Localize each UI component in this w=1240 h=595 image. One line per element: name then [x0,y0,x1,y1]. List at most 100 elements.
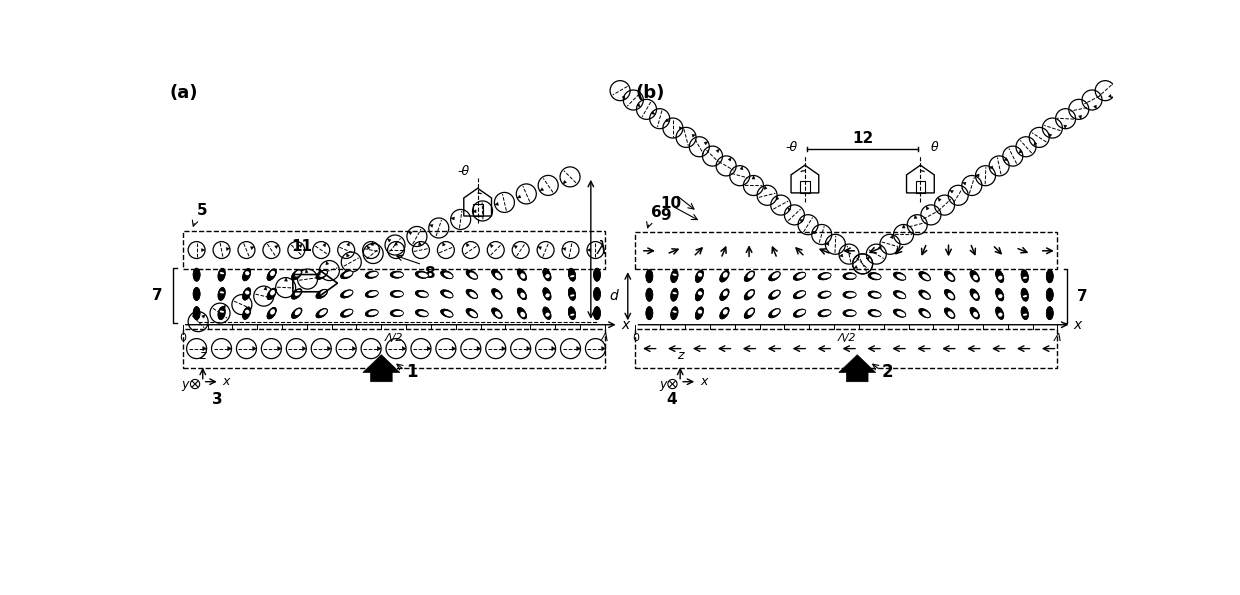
Ellipse shape [698,273,702,277]
Ellipse shape [996,307,1003,320]
Ellipse shape [243,268,250,281]
Ellipse shape [796,310,806,315]
Text: 5: 5 [197,203,207,218]
Polygon shape [903,224,905,228]
Polygon shape [692,134,696,137]
Text: y: y [658,377,666,390]
Ellipse shape [492,270,502,280]
Polygon shape [937,198,941,202]
Polygon shape [601,346,605,350]
Ellipse shape [393,292,403,296]
Ellipse shape [794,290,806,299]
Polygon shape [264,286,267,290]
Text: Λ/2: Λ/2 [837,333,856,343]
Ellipse shape [1023,277,1027,279]
Ellipse shape [246,309,249,314]
Ellipse shape [470,311,477,317]
Text: (b): (b) [635,84,665,102]
Ellipse shape [970,289,980,300]
Polygon shape [222,305,226,309]
Ellipse shape [769,309,780,318]
Ellipse shape [748,309,754,315]
Polygon shape [680,127,683,130]
Polygon shape [250,247,254,249]
Polygon shape [202,315,205,318]
Ellipse shape [769,271,780,281]
Ellipse shape [818,273,831,280]
Ellipse shape [295,271,301,277]
Text: 0: 0 [632,333,639,343]
Ellipse shape [945,289,955,300]
Ellipse shape [470,292,477,298]
Polygon shape [890,234,893,239]
Polygon shape [327,346,331,350]
Polygon shape [622,96,625,99]
Ellipse shape [769,290,780,299]
Polygon shape [764,186,768,189]
Polygon shape [562,248,565,250]
Polygon shape [299,244,303,248]
Ellipse shape [973,293,978,299]
Ellipse shape [1021,270,1028,283]
Ellipse shape [794,272,806,280]
Ellipse shape [440,271,453,278]
Text: 12: 12 [852,131,873,146]
Ellipse shape [415,271,428,278]
Ellipse shape [440,290,453,298]
Polygon shape [950,190,954,193]
Ellipse shape [316,309,327,318]
Ellipse shape [646,288,652,301]
Polygon shape [371,242,373,246]
Ellipse shape [341,309,353,317]
Ellipse shape [796,273,806,278]
Text: x: x [621,318,629,332]
Ellipse shape [243,307,250,320]
Ellipse shape [945,308,955,318]
Ellipse shape [219,292,224,293]
Polygon shape [203,346,207,350]
Ellipse shape [570,295,574,296]
Ellipse shape [846,311,857,315]
Ellipse shape [517,269,527,280]
Ellipse shape [316,270,327,279]
Polygon shape [253,346,257,350]
Ellipse shape [821,311,831,315]
Text: Λ/2: Λ/2 [384,333,403,343]
Ellipse shape [546,274,549,278]
Ellipse shape [671,288,678,301]
Ellipse shape [521,293,526,298]
Ellipse shape [495,292,501,298]
Ellipse shape [570,314,574,316]
Polygon shape [284,278,288,281]
Text: y: y [181,377,188,390]
Ellipse shape [796,292,806,297]
Ellipse shape [594,287,600,300]
Ellipse shape [570,275,574,277]
Ellipse shape [719,308,729,319]
Ellipse shape [546,293,549,298]
Ellipse shape [744,289,755,300]
Ellipse shape [671,270,678,283]
Text: 1: 1 [405,363,418,381]
Ellipse shape [466,309,477,318]
Ellipse shape [393,273,403,277]
Ellipse shape [243,288,250,300]
Ellipse shape [748,290,754,297]
Polygon shape [826,243,830,246]
Ellipse shape [773,273,780,278]
Ellipse shape [291,308,301,318]
Ellipse shape [870,311,882,316]
Ellipse shape [870,293,882,298]
Ellipse shape [970,308,980,319]
Text: Λ: Λ [1054,333,1061,343]
Polygon shape [990,166,993,169]
Polygon shape [517,195,521,198]
Polygon shape [563,180,567,184]
Ellipse shape [818,309,831,317]
Polygon shape [666,119,670,122]
Ellipse shape [723,309,728,315]
Polygon shape [453,346,456,350]
Ellipse shape [696,270,703,283]
Ellipse shape [341,271,353,278]
Polygon shape [513,245,517,249]
